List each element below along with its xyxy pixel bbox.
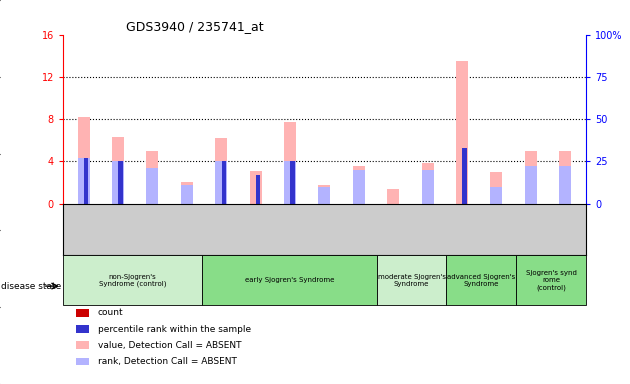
- Bar: [377, 255, 447, 305]
- Bar: [559, 166, 571, 204]
- Text: early Sjogren's Syndrome: early Sjogren's Syndrome: [245, 277, 335, 283]
- Text: rank, Detection Call = ABSENT: rank, Detection Call = ABSENT: [98, 357, 236, 366]
- Bar: [447, 255, 516, 305]
- Bar: [249, 171, 261, 204]
- Bar: [202, 255, 377, 305]
- Bar: [353, 166, 365, 204]
- Bar: [256, 175, 260, 204]
- Bar: [118, 161, 123, 204]
- Text: Sjogren's synd
rome
(control): Sjogren's synd rome (control): [525, 270, 576, 291]
- Bar: [77, 117, 89, 204]
- Bar: [215, 138, 227, 204]
- Bar: [421, 164, 433, 204]
- Bar: [290, 161, 295, 204]
- Text: advanced Sjogren's
Syndrome: advanced Sjogren's Syndrome: [447, 274, 515, 287]
- Text: value, Detection Call = ABSENT: value, Detection Call = ABSENT: [98, 341, 241, 350]
- Text: GDS3940 / 235741_at: GDS3940 / 235741_at: [126, 20, 263, 33]
- Bar: [421, 170, 433, 204]
- Bar: [284, 161, 296, 204]
- Bar: [112, 161, 124, 204]
- Bar: [284, 122, 296, 204]
- Bar: [77, 158, 89, 204]
- Text: moderate Sjogren's
Syndrome: moderate Sjogren's Syndrome: [377, 274, 445, 287]
- Text: percentile rank within the sample: percentile rank within the sample: [98, 324, 251, 334]
- Bar: [215, 161, 227, 204]
- Bar: [181, 185, 193, 204]
- Bar: [559, 151, 571, 204]
- Bar: [456, 61, 468, 204]
- Text: non-Sjogren's
Syndrome (control): non-Sjogren's Syndrome (control): [99, 273, 166, 287]
- Bar: [490, 172, 503, 204]
- Bar: [318, 185, 331, 204]
- Bar: [181, 182, 193, 204]
- Bar: [516, 255, 586, 305]
- Bar: [146, 168, 159, 204]
- Bar: [525, 151, 537, 204]
- Bar: [84, 158, 88, 204]
- Bar: [222, 161, 226, 204]
- Bar: [462, 148, 467, 204]
- Bar: [353, 170, 365, 204]
- Bar: [318, 187, 331, 204]
- Bar: [490, 187, 503, 204]
- Bar: [525, 166, 537, 204]
- Bar: [112, 137, 124, 204]
- Text: disease state: disease state: [1, 281, 62, 291]
- Text: count: count: [98, 308, 123, 318]
- Bar: [63, 255, 202, 305]
- Bar: [146, 151, 159, 204]
- Bar: [387, 189, 399, 204]
